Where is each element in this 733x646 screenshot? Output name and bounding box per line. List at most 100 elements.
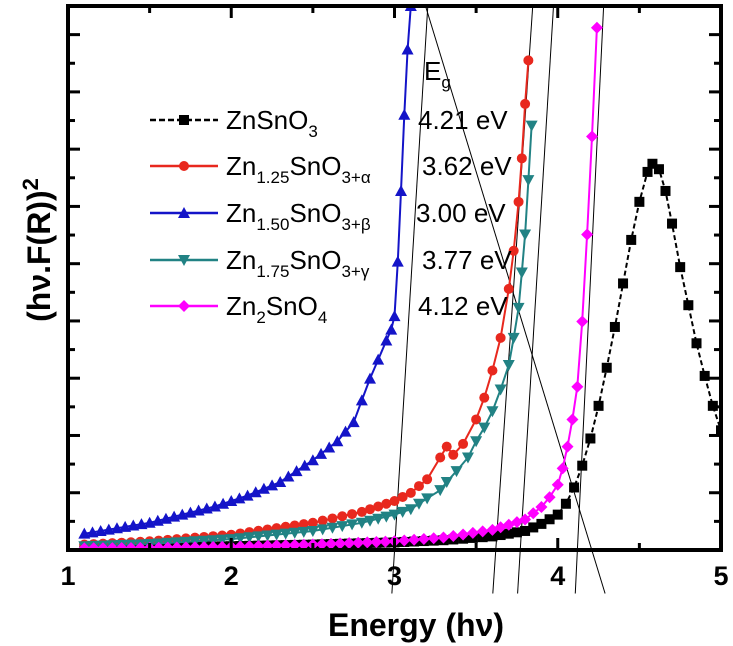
data-point: [683, 300, 694, 311]
data-point: [379, 535, 392, 548]
legend-title: Eg: [424, 56, 451, 92]
data-point: [307, 517, 318, 528]
data-point: [507, 332, 520, 344]
data-point: [336, 521, 349, 533]
legend-item-4: Zn2​SnO4​ 4.12 eV: [150, 291, 508, 327]
data-point: [355, 394, 368, 406]
data-point: [466, 526, 479, 539]
data-point: [334, 537, 347, 550]
data-point: [618, 278, 629, 289]
data-point: [325, 537, 338, 550]
x-tick-label: 3: [387, 561, 402, 591]
data-point: [397, 491, 408, 502]
data-point: [536, 518, 547, 529]
x-tick-label: 2: [224, 561, 239, 591]
data-point: [520, 525, 531, 536]
data-point: [408, 533, 421, 546]
data-point: [339, 425, 352, 437]
data-point: [270, 529, 283, 541]
x-axis-title: Energy (hν): [328, 607, 504, 643]
series-4: [78, 21, 603, 550]
data-point: [422, 474, 433, 485]
data-point: [412, 498, 425, 510]
legend-label: ZnSnO3​: [226, 105, 318, 141]
data-point: [586, 130, 599, 143]
data-point: [352, 536, 365, 549]
data-point: [337, 511, 348, 522]
data-point: [450, 466, 463, 478]
data-point: [495, 332, 506, 343]
data-point: [525, 120, 538, 132]
data-point: [511, 527, 522, 538]
data-point: [297, 538, 310, 550]
band-gap-value: 4.12 eV: [418, 291, 508, 321]
data-point: [170, 541, 183, 550]
data-point: [513, 196, 524, 207]
data-point: [331, 435, 344, 447]
data-point: [364, 515, 377, 527]
data-point: [395, 184, 408, 196]
data-point: [361, 536, 374, 549]
data-point: [346, 519, 359, 531]
band-gap-value: 3.00 eV: [416, 198, 506, 228]
data-point: [487, 531, 498, 542]
data-point: [487, 365, 498, 376]
data-point: [252, 531, 265, 543]
legend-label: Zn1.25​SnO3+α​: [226, 151, 371, 187]
plot-frame: [66, 4, 723, 552]
data-point: [385, 323, 398, 335]
data-point: [356, 506, 367, 517]
data-point: [585, 433, 596, 444]
tangent-line-4: [574, 5, 605, 594]
series-layer: [78, 6, 721, 550]
legend-marker: [179, 161, 189, 171]
data-point: [471, 414, 482, 425]
data-point: [207, 535, 220, 547]
band-gap-value: 3.77 eV: [422, 245, 512, 275]
data-point: [207, 540, 220, 550]
data-point: [434, 485, 447, 497]
data-point: [134, 541, 147, 550]
series-2: [78, 6, 417, 539]
data-point: [373, 501, 384, 512]
data-point: [279, 539, 292, 550]
data-point: [380, 511, 393, 523]
series-line-1: [84, 60, 530, 546]
data-point: [261, 539, 274, 550]
series-line-0: [84, 162, 721, 549]
data-point: [519, 513, 532, 526]
data-point: [270, 539, 283, 550]
legend-item-0: ZnSnO3​ 4.21 eV: [150, 105, 508, 141]
data-point: [427, 532, 440, 545]
series-3: [78, 120, 538, 550]
data-point: [396, 506, 409, 518]
data-point: [577, 460, 588, 471]
legend-item-3: Zn1.75​SnO3+γ​ 3.77 eV: [150, 245, 512, 281]
legend-marker: [178, 207, 190, 218]
data-point: [560, 498, 571, 509]
data-point: [634, 196, 645, 207]
data-point: [234, 533, 247, 545]
data-point: [535, 501, 548, 514]
data-point: [653, 164, 664, 175]
data-point: [551, 478, 564, 491]
data-point: [590, 21, 603, 34]
data-point: [306, 454, 319, 466]
data-point: [179, 541, 192, 550]
data-point: [502, 360, 515, 372]
data-point: [249, 486, 262, 498]
axes: 1 2 3 4 5: [60, 4, 729, 591]
data-point: [503, 283, 514, 294]
data-point: [252, 540, 265, 550]
data-point: [520, 98, 531, 109]
data-point: [298, 459, 311, 471]
data-point: [503, 528, 514, 539]
data-point: [470, 436, 483, 448]
data-point: [152, 541, 165, 550]
data-point: [188, 541, 201, 550]
data-point: [290, 465, 303, 477]
data-point: [380, 334, 393, 346]
data-point: [522, 175, 535, 187]
